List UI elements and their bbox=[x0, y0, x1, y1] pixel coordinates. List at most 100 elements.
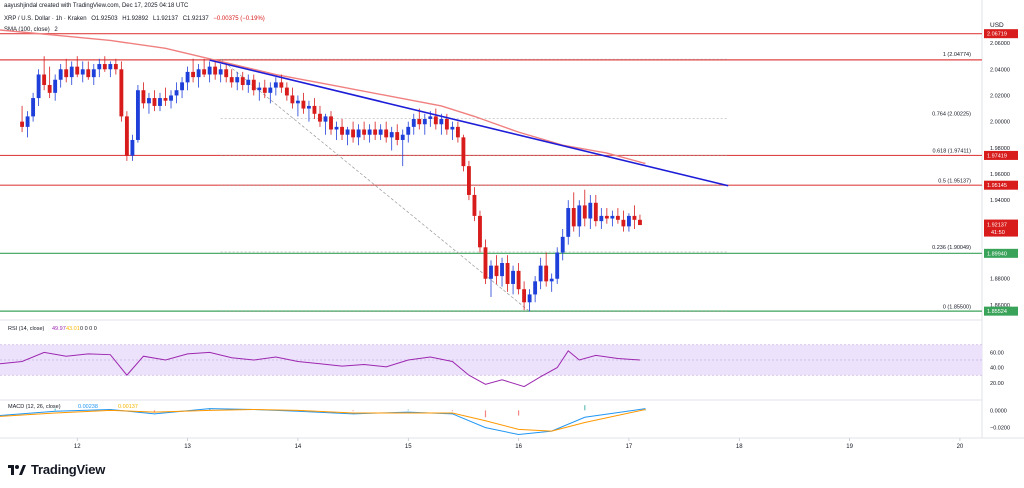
candle-body bbox=[329, 116, 333, 130]
fib-diagonal-line bbox=[220, 58, 530, 312]
candle-body bbox=[202, 69, 207, 75]
rsi-tick-label: 60.00 bbox=[990, 350, 1004, 356]
price-tick-label: 1.96000 bbox=[990, 172, 1010, 178]
time-tick-label: 13 bbox=[184, 444, 191, 450]
rsi-value: 49.97 bbox=[52, 326, 66, 332]
fib-level-label: 0 (1.85500) bbox=[943, 304, 971, 310]
candle-body bbox=[615, 215, 620, 220]
candle-body bbox=[351, 129, 356, 138]
price-tick-label: 2.00000 bbox=[990, 120, 1010, 126]
rsi-ma-value: 43.01 bbox=[66, 326, 80, 332]
price-badge-label: 1.97419 bbox=[987, 153, 1007, 159]
candle-body bbox=[384, 129, 389, 138]
price-tick-label: 2.06000 bbox=[990, 41, 1010, 47]
fib-level-label: 0.5 (1.95137) bbox=[938, 178, 971, 184]
price-badge-label: 1.95145 bbox=[987, 183, 1007, 189]
candle-body bbox=[86, 69, 91, 78]
open-value: O1.92503 bbox=[91, 16, 118, 22]
candle-body bbox=[428, 116, 433, 120]
candle-body bbox=[295, 100, 300, 104]
candle-body bbox=[582, 205, 587, 219]
macd-label: MACD (12, 26, close) bbox=[8, 404, 61, 410]
candle-body bbox=[494, 265, 499, 277]
candle-body bbox=[533, 281, 538, 295]
candle-body bbox=[185, 71, 190, 83]
candle-body bbox=[599, 215, 604, 222]
candle-body bbox=[290, 95, 295, 104]
price-badge-label: 1.89940 bbox=[987, 251, 1007, 257]
rsi-line bbox=[0, 350, 640, 388]
candle-body bbox=[69, 66, 74, 78]
candle-body bbox=[284, 87, 289, 96]
price-tick-label: 1.94000 bbox=[990, 198, 1010, 204]
candle-body bbox=[577, 205, 582, 227]
candle-body bbox=[389, 132, 394, 138]
candle-body bbox=[257, 87, 262, 91]
time-tick-label: 14 bbox=[295, 444, 302, 450]
candle-body bbox=[147, 98, 151, 104]
tradingview-logo: TradingView bbox=[8, 462, 105, 477]
candle-body bbox=[135, 90, 140, 140]
close-value: C1.92137 bbox=[182, 16, 209, 22]
candle-body bbox=[246, 79, 251, 85]
candle-body bbox=[75, 66, 80, 75]
candle-body bbox=[163, 98, 168, 101]
candle-body bbox=[439, 119, 444, 125]
brand-text: TradingView bbox=[31, 462, 106, 477]
candle-body bbox=[113, 64, 118, 70]
candle-body bbox=[36, 74, 41, 99]
candle-body bbox=[158, 98, 162, 106]
currency-label: USD bbox=[990, 22, 1004, 29]
sma-legend: SMA (100, close) 2 bbox=[4, 26, 61, 34]
macd-histogram-bar bbox=[54, 408, 56, 411]
candle-body bbox=[108, 64, 113, 70]
candle-body bbox=[301, 100, 306, 109]
price-level-badge bbox=[984, 306, 1018, 316]
candle-body bbox=[461, 137, 466, 167]
candle-body bbox=[25, 116, 30, 127]
time-tick-label: 16 bbox=[515, 444, 522, 450]
macd-histogram-bar bbox=[209, 408, 211, 411]
candle-body bbox=[229, 77, 234, 83]
bearish-trendline bbox=[209, 59, 729, 187]
candle-body bbox=[362, 129, 367, 135]
signal-line bbox=[0, 408, 646, 432]
candle-body bbox=[191, 71, 196, 78]
candle-body bbox=[467, 166, 471, 195]
time-tick-label: 12 bbox=[74, 444, 81, 450]
candle-body bbox=[544, 265, 549, 282]
tradingview-icon bbox=[8, 464, 26, 475]
candle-body bbox=[91, 69, 96, 78]
candle-body bbox=[588, 202, 593, 219]
candle-body bbox=[31, 98, 36, 117]
current-price-badge bbox=[984, 219, 1018, 237]
candle-body bbox=[400, 134, 405, 140]
candle-body bbox=[218, 69, 223, 75]
candle-body bbox=[406, 126, 411, 135]
rsi-band bbox=[0, 344, 982, 376]
rsi-tick-label: 40.00 bbox=[990, 366, 1004, 372]
candle-body bbox=[356, 129, 361, 138]
fib-level-label: 0.764 (2.00225) bbox=[932, 112, 971, 118]
candle-body bbox=[251, 79, 256, 91]
candle-body bbox=[455, 126, 460, 138]
candle-body bbox=[571, 208, 576, 227]
fib-level-label: 0.236 (1.90049) bbox=[932, 245, 971, 251]
price-level-badge bbox=[984, 180, 1018, 190]
candle-body bbox=[621, 219, 626, 227]
candle-body bbox=[505, 263, 510, 284]
fib-level-label: 0.618 (1.97411) bbox=[933, 149, 972, 155]
time-tick-label: 15 bbox=[405, 444, 412, 450]
candle-body bbox=[174, 90, 179, 96]
macd-histogram-bar bbox=[352, 410, 354, 412]
candle-body bbox=[235, 77, 240, 83]
candle-body bbox=[141, 90, 146, 104]
candle-body bbox=[80, 69, 85, 75]
candle-body bbox=[273, 82, 278, 88]
signal-value: 0.00137 bbox=[118, 404, 138, 410]
candle-body bbox=[522, 289, 527, 303]
candle-body bbox=[224, 69, 229, 78]
symbol-line: XRP / U.S. Dollar · 1h · Kraken O1.92503… bbox=[4, 15, 268, 23]
candle-body bbox=[422, 119, 427, 125]
sma-value: 2 bbox=[54, 27, 58, 33]
